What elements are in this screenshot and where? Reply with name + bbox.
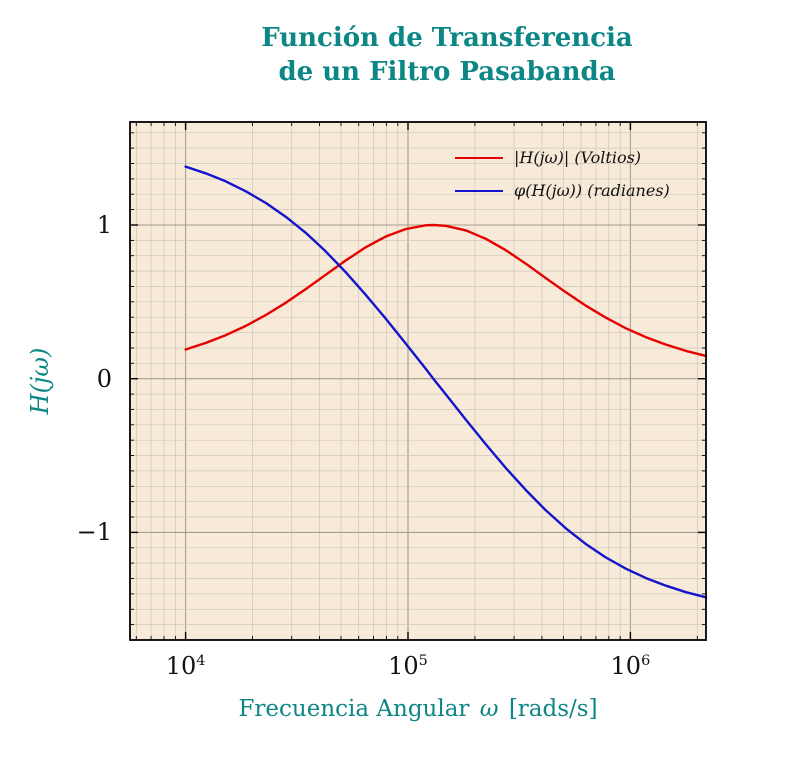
y-tick-label: 0 — [96, 364, 112, 393]
x-tick-label: 104 — [165, 652, 206, 680]
legend-line-sample — [455, 189, 503, 192]
x-axis-label-text: Frecuencia Angular — [238, 696, 470, 722]
legend-item: φ(H(jω)) (radianes) — [455, 174, 670, 207]
x-tick-label: 105 — [388, 652, 428, 680]
legend-line-sample — [455, 156, 503, 159]
legend-item: |H(jω)| (Voltios) — [455, 141, 670, 174]
legend: |H(jω)| (Voltios) φ(H(jω)) (radianes) — [455, 141, 670, 207]
legend-label: |H(jω)| (Voltios) — [514, 148, 642, 167]
x-tick-label: 106 — [610, 652, 651, 680]
x-axis-label-units: [rads/s] — [508, 696, 598, 722]
legend-label: φ(H(jω)) (radianes) — [514, 181, 670, 200]
x-axis-label: Frecuencia Angular ω [rads/s] — [130, 696, 706, 722]
y-tick-label: −1 — [76, 518, 112, 547]
y-tick-label: 1 — [96, 210, 112, 239]
chart-title-line1: Función de Transferencia — [261, 23, 633, 53]
chart-title-line2: de un Filtro Pasabanda — [278, 56, 616, 87]
chart-title: Función de Transferencia de un Filtro Pa… — [100, 22, 794, 90]
omega-symbol: ω — [479, 696, 499, 722]
